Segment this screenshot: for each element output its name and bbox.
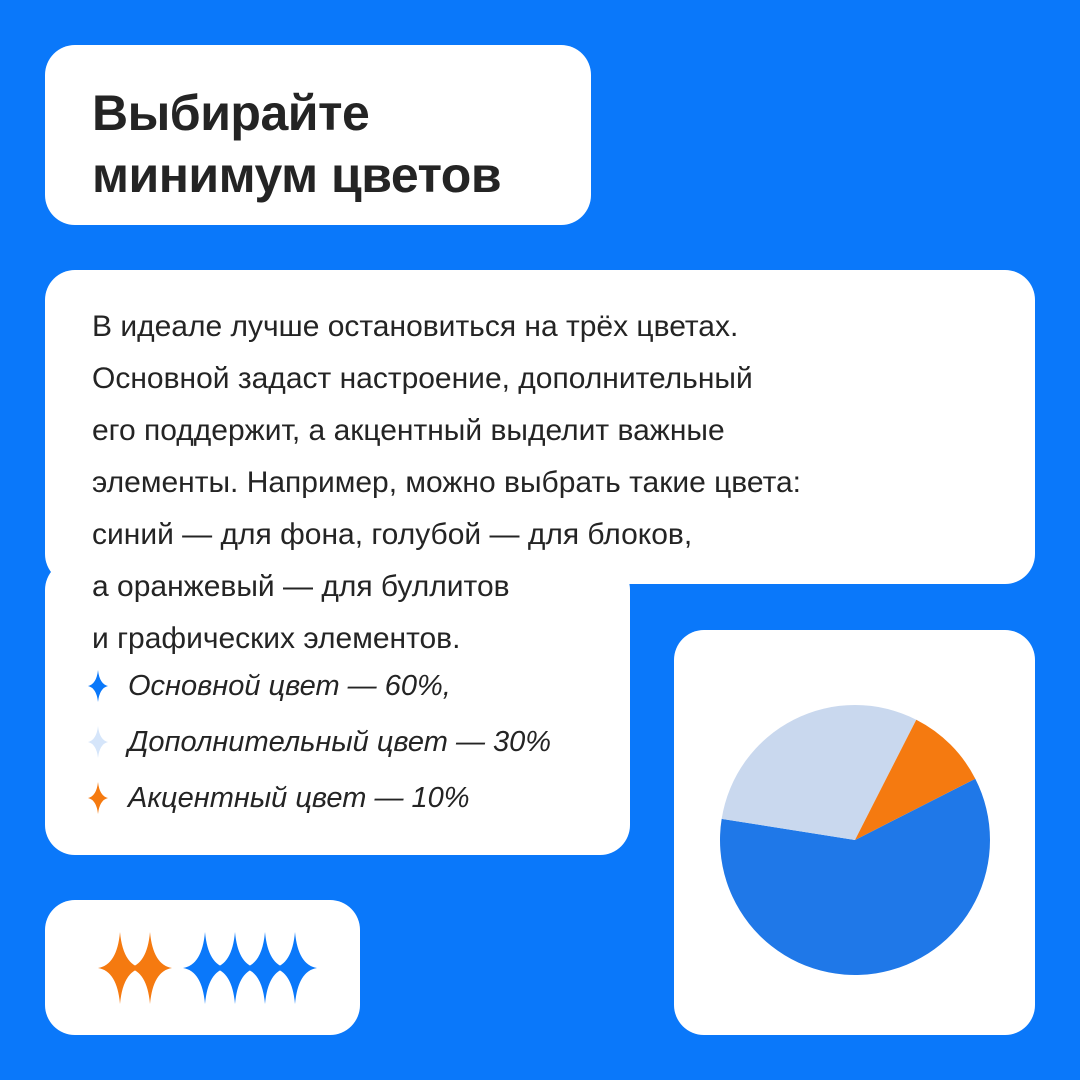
legend: Основной цвет — 60%, Дополнительный цвет…: [88, 658, 551, 826]
sparkle-icon: [88, 726, 108, 758]
text-card: [45, 270, 1035, 584]
page-title: Выбирайте минимум цветов: [92, 82, 502, 206]
pie-chart: [719, 704, 990, 975]
body-line: синий — для фона, голубой — для блоков,: [92, 518, 693, 551]
legend-item-secondary: Дополнительный цвет — 30%: [88, 714, 551, 770]
body-line: а оранжевый — для буллитов: [92, 570, 510, 603]
sparkle-icon: [88, 782, 108, 814]
text-card-lower: [45, 560, 630, 855]
pie-slice: [719, 778, 990, 975]
body-text: В идеале лучше остановиться на трёх цвет…: [92, 301, 801, 665]
legend-item-primary: Основной цвет — 60%,: [88, 658, 551, 714]
title-line: Выбирайте: [92, 85, 370, 141]
legend-label: Дополнительный цвет — 30%: [128, 725, 552, 758]
sparkle-icon: [128, 932, 172, 1004]
legend-label: Акцентный цвет — 10%: [128, 781, 470, 814]
pie-slice: [721, 704, 917, 840]
sparkle-icon: [243, 932, 287, 1004]
title-line: минимум цветов: [92, 147, 502, 203]
body-line: элементы. Например, можно выбрать такие …: [92, 466, 801, 499]
legend-label: Основной цвет — 60%,: [128, 669, 451, 702]
title-card: Выбирайте минимум цветов: [45, 45, 591, 225]
sparkle-icon: [88, 670, 108, 702]
legend-item-accent: Акцентный цвет — 10%: [88, 770, 551, 826]
pie-slice: [855, 719, 976, 840]
decor-card: [45, 900, 360, 1035]
body-line: его поддержит, а акцентный выделит важны…: [92, 414, 725, 447]
body-line: Основной задаст настроение, дополнительн…: [92, 362, 753, 395]
sparkle-icon: [213, 932, 257, 1004]
sparkle-icon: [273, 932, 317, 1004]
body-line: и графических элементов.: [92, 622, 461, 655]
chart-card: [674, 630, 1035, 1035]
sparkle-icon: [98, 932, 142, 1004]
sparkle-row: [98, 932, 317, 1004]
body-line: В идеале лучше остановиться на трёх цвет…: [92, 310, 739, 343]
sparkle-icon: [183, 932, 227, 1004]
